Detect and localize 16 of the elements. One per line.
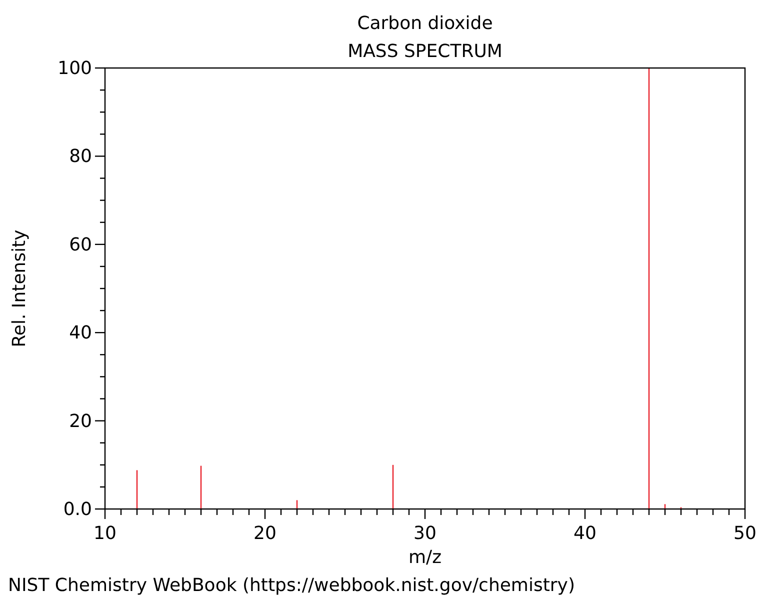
x-tick-label: 50 — [734, 523, 756, 544]
y-tick-label: 80 — [69, 146, 92, 168]
x-tick-label: 30 — [414, 523, 436, 544]
y-axis-title: Rel. Intensity — [9, 229, 30, 348]
x-tick-label: 10 — [94, 523, 116, 544]
x-tick-label: 20 — [254, 523, 276, 544]
y-tick-label: 60 — [69, 234, 92, 256]
chart-title: Carbon dioxide — [357, 13, 493, 34]
text: NIST Chemistry WebBook (https://webbook.nist.gov/chemistry) — [8, 575, 575, 596]
chart-subtitle: MASS SPECTRUM — [348, 41, 502, 62]
x-axis-title: m/z — [408, 547, 442, 568]
x-tick-label: 40 — [574, 523, 596, 544]
y-tick-label: 0.0 — [63, 499, 92, 520]
y-tick-label: 40 — [69, 322, 92, 344]
y-tick-label: 20 — [69, 410, 92, 432]
y-tick-label: 100 — [58, 58, 92, 79]
